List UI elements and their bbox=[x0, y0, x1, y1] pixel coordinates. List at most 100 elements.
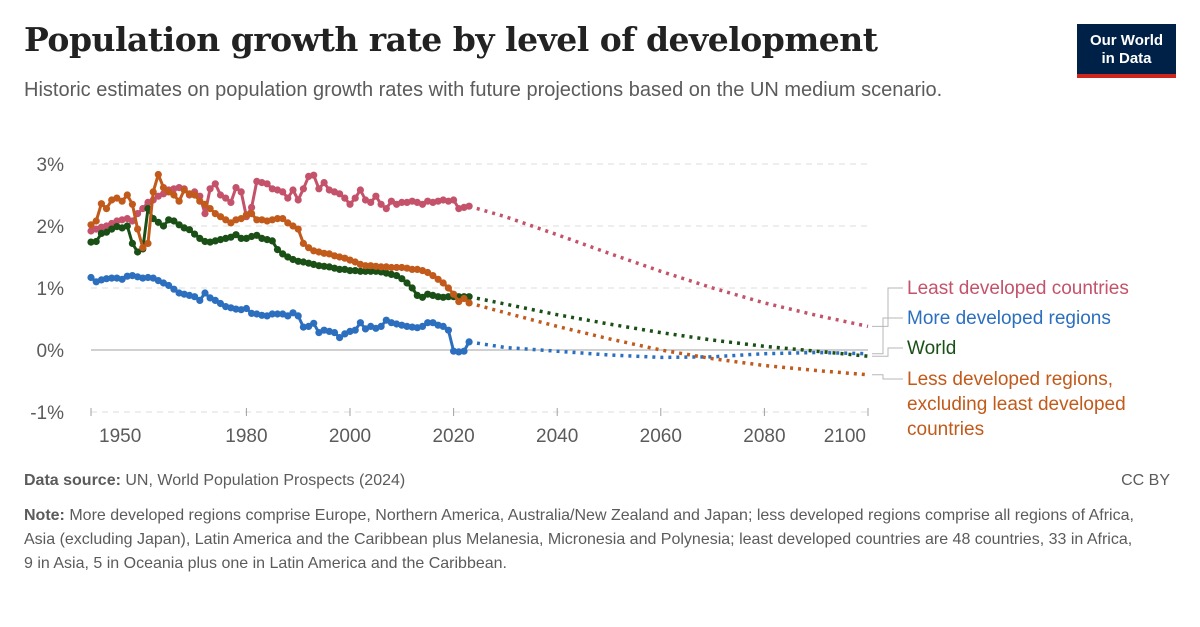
data-point bbox=[97, 200, 105, 208]
data-point bbox=[268, 237, 276, 245]
data-point bbox=[418, 200, 427, 208]
data-point bbox=[393, 263, 401, 272]
data-point bbox=[201, 200, 209, 208]
data-point bbox=[154, 170, 162, 179]
license-link[interactable]: CC BY bbox=[1121, 472, 1170, 489]
data-point bbox=[320, 249, 328, 257]
data-point bbox=[299, 239, 307, 247]
data-point bbox=[191, 293, 199, 301]
logo-line-2: in Data bbox=[1101, 50, 1152, 67]
y-tick-label: 2% bbox=[37, 217, 65, 238]
data-point bbox=[372, 262, 380, 270]
data-point bbox=[216, 191, 225, 199]
data-point bbox=[237, 188, 245, 196]
data-point bbox=[237, 234, 245, 242]
legend-connector bbox=[872, 317, 903, 355]
data-point bbox=[87, 238, 95, 246]
data-point bbox=[144, 239, 152, 247]
data-point bbox=[232, 305, 240, 313]
data-point bbox=[439, 279, 447, 287]
data-point bbox=[211, 180, 219, 188]
legend: Least developed countries More developed … bbox=[872, 278, 1129, 440]
data-point bbox=[273, 246, 282, 254]
data-point bbox=[232, 184, 240, 192]
data-point bbox=[341, 194, 349, 202]
data-point bbox=[216, 213, 225, 221]
x-tick-label: 2040 bbox=[536, 426, 578, 447]
legend-connector bbox=[872, 347, 903, 357]
data-point bbox=[450, 290, 458, 298]
series-1 bbox=[87, 272, 869, 360]
data-point bbox=[408, 284, 416, 292]
data-point bbox=[361, 262, 370, 270]
x-tick-label: 2060 bbox=[640, 426, 682, 447]
data-point bbox=[418, 293, 427, 301]
chart-subtitle: Historic estimates on population growth … bbox=[24, 79, 943, 101]
data-source-label: Data source: bbox=[24, 472, 121, 489]
series-2 bbox=[87, 205, 869, 358]
data-point bbox=[367, 198, 375, 206]
data-point bbox=[227, 198, 235, 206]
legend-label: More developed regions bbox=[907, 308, 1111, 329]
series-line-projection bbox=[468, 301, 869, 377]
data-point bbox=[336, 334, 344, 342]
legend-connector bbox=[872, 287, 903, 327]
data-point bbox=[403, 279, 411, 287]
data-point bbox=[289, 222, 297, 230]
legend-label: World bbox=[907, 338, 956, 359]
series-line-projection bbox=[468, 204, 869, 329]
data-point bbox=[367, 267, 375, 275]
data-point bbox=[387, 263, 395, 272]
data-point bbox=[248, 203, 256, 211]
data-point bbox=[351, 326, 359, 334]
data-point bbox=[108, 274, 116, 282]
data-source-text[interactable]: UN, World Population Prospects (2024) bbox=[125, 472, 406, 489]
series-line-projection bbox=[468, 340, 869, 360]
data-point bbox=[330, 329, 339, 337]
data-point bbox=[336, 190, 344, 198]
data-point bbox=[159, 222, 168, 230]
data-point bbox=[102, 228, 111, 236]
y-tick-label: 1% bbox=[37, 279, 65, 300]
data-point bbox=[185, 226, 193, 234]
data-point bbox=[377, 322, 385, 330]
data-point bbox=[118, 275, 126, 283]
data-point bbox=[460, 294, 468, 303]
data-point bbox=[450, 196, 458, 204]
y-tick-label: 3% bbox=[37, 155, 65, 176]
data-point bbox=[222, 194, 230, 202]
chart-note: Note: More developed regions comprise Eu… bbox=[24, 504, 1134, 576]
data-point bbox=[356, 319, 364, 327]
data-point bbox=[248, 309, 256, 317]
x-axis-ticks: 1950 1980 2000 2020 2040 2060 2080 2100 bbox=[90, 408, 869, 447]
data-point bbox=[206, 185, 214, 193]
owid-logo[interactable]: Our World in Data bbox=[1077, 24, 1176, 78]
data-point bbox=[372, 192, 380, 200]
data-point bbox=[444, 326, 452, 334]
grid-lines bbox=[91, 163, 868, 413]
data-point bbox=[424, 268, 432, 277]
data-point bbox=[320, 179, 328, 187]
data-point bbox=[165, 281, 173, 290]
data-point bbox=[201, 210, 209, 218]
data-point bbox=[123, 222, 131, 230]
x-tick-label: 2020 bbox=[432, 426, 474, 447]
data-point bbox=[361, 267, 370, 275]
data-point bbox=[294, 196, 302, 204]
data-point bbox=[367, 262, 375, 270]
data-point bbox=[196, 197, 204, 205]
data-point bbox=[377, 200, 385, 208]
data-point bbox=[170, 217, 178, 225]
data-point bbox=[242, 304, 250, 313]
data-point bbox=[310, 171, 318, 179]
data-point bbox=[346, 200, 354, 208]
data-point bbox=[284, 312, 292, 320]
series-line-projection bbox=[468, 294, 869, 358]
data-point bbox=[294, 312, 302, 320]
logo-line-1: Our World bbox=[1089, 32, 1164, 49]
data-point bbox=[289, 309, 297, 317]
y-tick-label: -1% bbox=[30, 403, 64, 424]
data-point bbox=[263, 180, 271, 188]
data-point bbox=[144, 205, 152, 213]
series-3 bbox=[87, 170, 869, 377]
